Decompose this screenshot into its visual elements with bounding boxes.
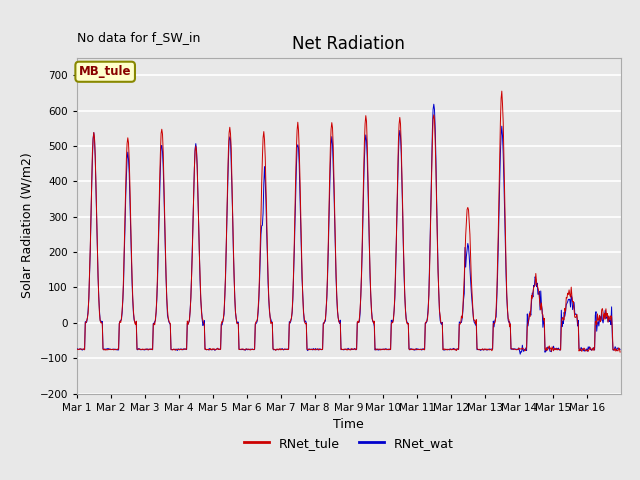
RNet_tule	[284, 347, 292, 352]
RNet_tule	[237, 347, 244, 352]
Y-axis label: Solar Radiation (W/m2): Solar Radiation (W/m2)	[21, 153, 34, 299]
Text: No data for f_SW_in: No data for f_SW_in	[77, 31, 200, 44]
RNet_tule	[616, 349, 624, 355]
RNet_wat	[237, 347, 244, 352]
RNet_wat	[73, 347, 81, 352]
RNet_tule	[73, 347, 81, 352]
RNet_wat	[616, 347, 624, 352]
Legend: RNet_tule, RNet_wat: RNet_tule, RNet_wat	[239, 432, 459, 455]
RNet_tule	[498, 88, 506, 94]
X-axis label: Time: Time	[333, 418, 364, 431]
RNet_wat	[436, 308, 444, 313]
RNet_tule	[435, 289, 443, 295]
Line: RNet_tule: RNet_tule	[77, 91, 620, 352]
RNet_wat	[284, 347, 292, 352]
Title: Net Radiation: Net Radiation	[292, 35, 405, 53]
RNet_wat	[264, 251, 271, 257]
RNet_wat	[430, 101, 438, 107]
RNet_wat	[404, 321, 412, 326]
RNet_wat	[516, 351, 524, 357]
Line: RNet_wat: RNet_wat	[77, 104, 620, 354]
RNet_tule	[264, 245, 271, 251]
RNet_wat	[137, 347, 145, 353]
Text: MB_tule: MB_tule	[79, 65, 131, 78]
RNet_tule	[404, 320, 412, 326]
RNet_tule	[137, 347, 145, 352]
